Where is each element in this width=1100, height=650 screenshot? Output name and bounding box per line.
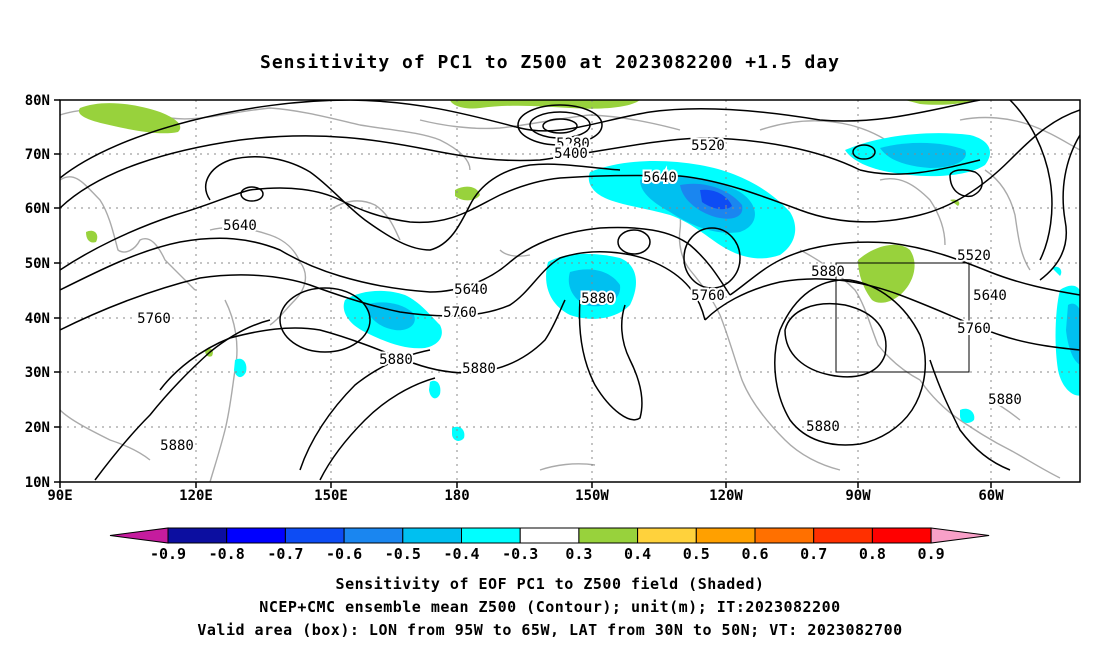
colorbar	[109, 527, 990, 544]
lat-label: 70N	[25, 147, 50, 163]
colorbar-swatch	[637, 527, 697, 544]
negative-sensitivity-areas	[234, 133, 1080, 441]
colorbar-tick-label: 0.3	[565, 545, 592, 563]
map-plot-area: 5280 5400 5520 5640 5640 5640 5760 5760 …	[60, 100, 1080, 482]
lat-label: 20N	[25, 420, 50, 436]
contour-label: 5760	[957, 321, 991, 337]
caption-line-1: Sensitivity of EOF PC1 to Z500 field (Sh…	[335, 575, 765, 593]
lat-label: 30N	[25, 365, 50, 381]
lon-label: 90E	[47, 488, 72, 504]
colorbar-swatch	[226, 527, 286, 544]
lon-label: 120W	[709, 488, 743, 504]
colorbar-swatch	[343, 527, 404, 544]
colorbar-tick-label: -0.7	[267, 545, 303, 563]
lon-label: 90W	[845, 488, 871, 504]
colorbar-swatch	[695, 527, 756, 544]
contour-label: 5640	[223, 218, 257, 234]
colorbar-swatch	[167, 527, 228, 544]
colorbar-swatch	[402, 527, 462, 544]
caption-line-2: NCEP+CMC ensemble mean Z500 (Contour); u…	[259, 598, 841, 616]
contour-labels: 5280 5400 5520 5640 5640 5640 5760 5760 …	[135, 134, 1024, 456]
colorbar-tick-label: 0.9	[918, 545, 945, 563]
colorbar-tick-label: -0.3	[502, 545, 538, 563]
colorbar-swatch	[813, 527, 873, 544]
colorbar-swatch	[578, 527, 639, 544]
colorbar-tick-label: 0.7	[800, 545, 827, 563]
lat-label: 80N	[25, 93, 50, 109]
lon-label: 180	[444, 488, 469, 504]
colorbar-labels: -0.9 -0.8 -0.7 -0.6 -0.5 -0.4 -0.3 0.3 0.4 0.5 0.6…	[150, 545, 945, 563]
colorbar-max-triangle	[930, 527, 990, 544]
lat-label: 50N	[25, 256, 50, 272]
colorbar-swatch	[284, 527, 345, 544]
colorbar-tick-label: -0.5	[385, 545, 421, 563]
lon-label: 150E	[314, 488, 348, 504]
z500-contours	[60, 100, 1080, 481]
contour-label: 5880	[581, 291, 615, 307]
positive-sensitivity-areas	[78, 100, 975, 357]
contour-label: 5640	[454, 282, 488, 298]
colorbar-swatch	[519, 527, 580, 544]
colorbar-tick-label: 0.5	[683, 545, 710, 563]
lat-label: 40N	[25, 311, 50, 327]
colorbar-tick-label: 0.6	[741, 545, 768, 563]
colorbar-tick-label: 0.8	[859, 545, 886, 563]
colorbar-min-triangle	[109, 527, 169, 544]
contour-label: 5880	[160, 438, 194, 454]
contour-label: 5280	[556, 136, 590, 152]
lon-label: 60W	[978, 488, 1004, 504]
contour-label: 5880	[988, 392, 1022, 408]
plot-frame	[59, 99, 1081, 483]
caption-line-3: Valid area (box): LON from 95W to 65W, L…	[197, 621, 903, 639]
contour-label: 5760	[691, 288, 725, 304]
contour-label: 5760	[443, 305, 477, 321]
colorbar-swatch	[461, 527, 521, 544]
longitude-labels: 90E 120E 150E 180 150W 120W 90W 60W	[47, 488, 1004, 504]
colorbar-tick-label: -0.6	[326, 545, 362, 563]
axis-ticks	[54, 99, 992, 488]
figure-title: Sensitivity of PC1 to Z500 at 2023082200…	[260, 52, 840, 73]
contour-label: 5400	[554, 146, 588, 162]
contour-label: 5880	[811, 264, 845, 280]
colorbar-tick-label: -0.8	[209, 545, 245, 563]
colorbar-swatch	[754, 527, 815, 544]
lon-label: 150W	[575, 488, 609, 504]
contour-label: 5880	[462, 361, 496, 377]
contour-label: 5640	[643, 170, 677, 186]
colorbar-tick-label: -0.4	[443, 545, 479, 563]
lat-label: 10N	[25, 475, 50, 491]
colorbar-swatch	[871, 527, 932, 544]
valid-area-box	[835, 262, 970, 373]
colorbar-tick-label: -0.9	[150, 545, 186, 563]
contour-label: 5520	[691, 138, 725, 154]
contour-label: 5520	[957, 248, 991, 264]
contour-label: 5880	[379, 352, 413, 368]
colorbar-tick-label: 0.4	[624, 545, 651, 563]
contour-label: 5640	[973, 288, 1007, 304]
contour-label: 5760	[137, 311, 171, 327]
lat-label: 60N	[25, 201, 50, 217]
graticule	[60, 100, 1080, 482]
contour-label: 5880	[806, 419, 840, 435]
latitude-labels: 80N 70N 60N 50N 40N 30N 20N 10N	[25, 93, 50, 491]
lon-label: 120E	[179, 488, 213, 504]
